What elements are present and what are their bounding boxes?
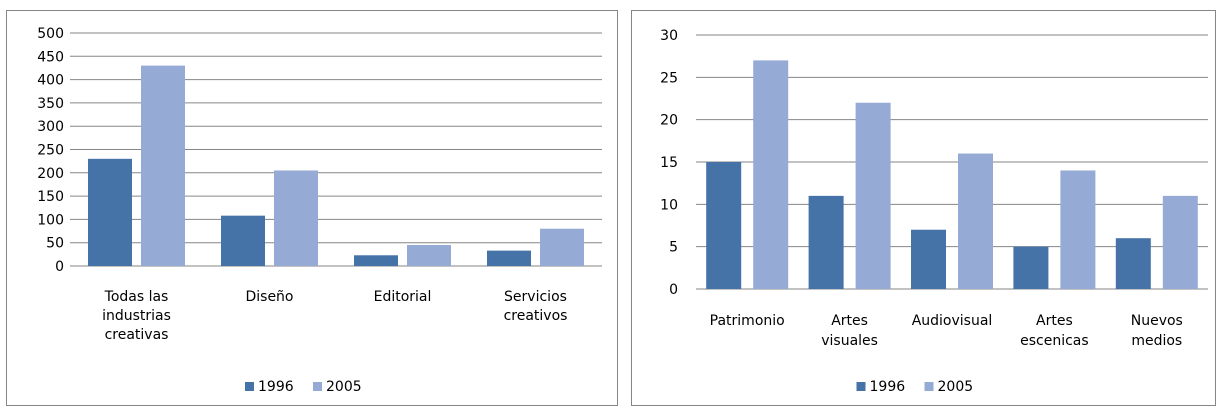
bar-1996-3 (911, 229, 946, 289)
y-tick-label: 0 (55, 259, 64, 275)
x-category-label: Todas las industrias creativas (102, 289, 171, 343)
bar-1996-2 (221, 215, 265, 266)
legend-label-2005: 2005 (938, 379, 974, 395)
bar-1996-3 (354, 255, 398, 266)
bar-2005-3 (958, 153, 993, 289)
legend-label-2005: 2005 (326, 379, 362, 395)
bar-2005-1 (141, 65, 185, 266)
y-tick-label: 250 (37, 143, 64, 159)
legend-swatch-2005 (924, 382, 934, 391)
chart-panel-left: 0 50 100 150 200 250 300 350 400 450 500 Todas las i… (6, 10, 618, 406)
y-tick-label: 25 (660, 70, 678, 86)
bar-1996-5 (1115, 238, 1151, 289)
x-category-label: Editorial (374, 289, 432, 305)
bar-2005-4 (1060, 170, 1096, 289)
bar-2005-4 (540, 228, 584, 266)
legend-swatch-2005 (313, 382, 322, 391)
legend-label-1996: 1996 (870, 379, 906, 395)
y-tick-label: 100 (37, 212, 64, 228)
y-tick-label: 5 (669, 240, 678, 256)
x-category-label: Servicios creativos (504, 289, 568, 324)
y-tick-label: 200 (37, 166, 64, 182)
y-tick-label: 450 (37, 49, 64, 65)
y-tick-label: 300 (37, 119, 64, 135)
bar-1996-4 (1013, 246, 1049, 289)
chart-right-svg: 0 5 10 15 20 25 30 Patrimonio Artes visuales Audio… (660, 28, 1208, 395)
chart-left-svg: 0 50 100 150 200 250 300 350 400 450 500 Todas las i… (37, 26, 602, 395)
bar-2005-1 (753, 60, 789, 290)
y-tick-label: 50 (46, 236, 64, 252)
x-category-label: Audiovisual (912, 313, 993, 329)
x-category-label: Nuevos medios (1131, 313, 1183, 349)
bar-2005-5 (1162, 195, 1198, 289)
y-tick-label: 400 (37, 73, 64, 89)
y-tick-label: 0 (669, 282, 678, 298)
y-tick-label: 150 (37, 189, 64, 205)
x-category-label: Artes visuales (821, 313, 878, 349)
bar-2005-2 (274, 170, 318, 266)
y-tick-label: 500 (37, 26, 64, 42)
bar-1996-1 (706, 162, 742, 289)
legend-swatch-1996 (856, 382, 866, 391)
bar-1996-1 (88, 158, 132, 266)
bar-1996-2 (808, 195, 844, 289)
y-tick-label: 15 (660, 155, 678, 171)
y-tick-label: 20 (660, 113, 678, 129)
y-tick-label: 30 (660, 28, 678, 44)
x-category-label: Diseño (245, 289, 293, 305)
legend-swatch-1996 (245, 382, 254, 391)
bar-2005-2 (855, 102, 891, 289)
bar-2005-3 (407, 245, 451, 266)
y-tick-label: 10 (660, 197, 678, 213)
chart-panel-right: 0 5 10 15 20 25 30 Patrimonio Artes visuales Audio… (631, 10, 1216, 406)
bar-1996-4 (487, 250, 531, 266)
x-category-label: Artes escenicas (1020, 313, 1089, 349)
y-tick-label: 350 (37, 96, 64, 112)
x-category-label: Patrimonio (710, 313, 785, 329)
legend-label-1996: 1996 (258, 379, 294, 395)
